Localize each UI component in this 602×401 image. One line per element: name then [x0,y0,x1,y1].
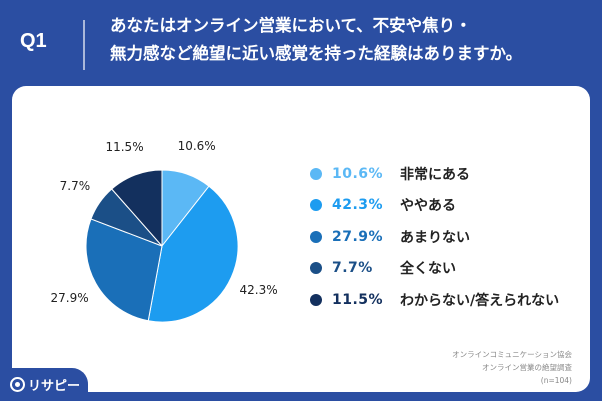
pie-label-1: 10.6% [177,138,216,153]
legend-item-4: 7.7% 全くない [310,253,559,285]
legend-percent: 27.9% [332,228,384,245]
chart-card: 10.6% 42.3% 27.9% 7.7% 11.5% 10.6% 非常にある 42.3%… [12,86,590,392]
legend-percent: 10.6% [332,165,384,182]
legend-item-3: 27.9% あまりない [310,221,559,253]
pie-slice-3 [85,218,163,322]
legend-label: ややある [400,198,456,215]
pie-chart [85,169,239,323]
legend-dot [310,167,322,180]
legend-percent: 7.7% [332,260,373,277]
legend-dot [310,199,322,212]
source-line-1: オンラインコミュニケーション協会 [452,350,572,359]
question-line-1: あなたはオンライン営業において、不安や焦り・ [110,16,472,35]
source-line-2: オンライン営業の絶望調査 [482,363,572,372]
question-text: あなたはオンライン営業において、不安や焦り・ 無力感など絶望に近い感覚を持った経… [110,12,590,68]
pie-label-3: 27.9% [50,290,89,305]
source-line-3: (n=104) [540,376,572,385]
question-label: Q1 [20,30,47,52]
legend-item-5: 11.5% わからない/答えられない [310,284,559,316]
logo-text: リサピー [28,379,81,394]
legend-label: あまりない [400,229,470,246]
pie-label-2: 42.3% [239,282,278,297]
pie-label-5: 11.5% [105,139,144,154]
legend-label: 非常にある [400,166,470,183]
legend-item-2: 42.3% ややある [310,190,559,222]
legend-dot [310,230,322,243]
legend-percent: 11.5% [332,291,384,308]
question-line-2: 無力感など絶望に近い感覚を持った経験はありますか。 [110,44,523,63]
legend: 10.6% 非常にある 42.3% ややある 27.9% あまりない 7.7% 全くない 11.… [310,158,559,316]
source-note: オンラインコミュニケーション協会 オンライン営業の絶望調査 (n=104) [452,348,572,387]
legend-dot [310,293,322,306]
brand-logo: リサピー [0,368,88,401]
legend-label: わからない/答えられない [400,292,560,309]
legend-dot [310,262,322,275]
pie-label-4: 7.7% [59,178,91,193]
location-pin-icon [10,377,25,392]
legend-item-1: 10.6% 非常にある [310,158,559,190]
pie-slice-2 [147,185,239,323]
legend-percent: 42.3% [332,197,384,214]
legend-label: 全くない [400,261,456,278]
pie-slice-5 [111,169,163,248]
header-divider [83,20,85,70]
